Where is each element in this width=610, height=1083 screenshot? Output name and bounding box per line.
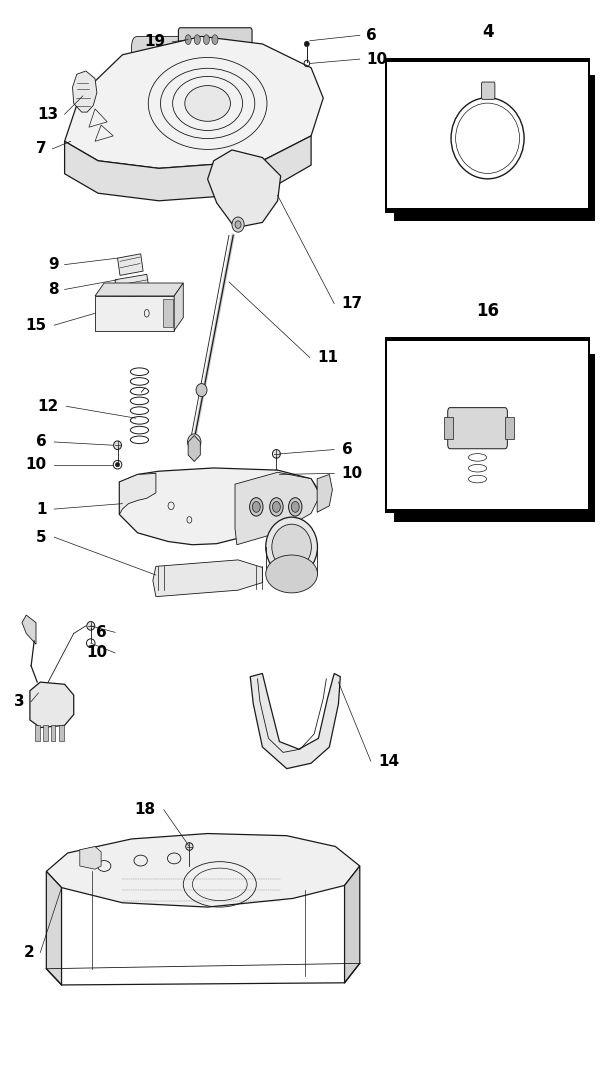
Polygon shape (22, 615, 36, 644)
Polygon shape (46, 872, 62, 984)
Ellipse shape (185, 843, 193, 850)
Ellipse shape (270, 498, 283, 517)
FancyBboxPatch shape (481, 82, 495, 100)
Bar (35, 726, 40, 741)
Bar (59, 726, 64, 741)
Text: 2: 2 (23, 945, 34, 960)
Bar (385, 58, 590, 212)
Text: 18: 18 (135, 803, 156, 818)
Ellipse shape (87, 622, 95, 630)
Ellipse shape (185, 86, 231, 121)
Polygon shape (153, 560, 262, 597)
Polygon shape (46, 834, 360, 908)
Text: 10: 10 (86, 645, 107, 661)
Ellipse shape (113, 441, 121, 449)
Ellipse shape (292, 501, 300, 512)
Ellipse shape (266, 518, 317, 576)
Text: 14: 14 (378, 754, 399, 769)
Polygon shape (120, 468, 320, 545)
Text: 16: 16 (476, 302, 499, 319)
Bar (444, 417, 453, 439)
FancyBboxPatch shape (178, 28, 252, 52)
Bar (387, 341, 588, 509)
Bar (505, 417, 514, 439)
Polygon shape (95, 283, 183, 296)
Ellipse shape (274, 472, 279, 477)
Ellipse shape (249, 498, 263, 517)
Bar (385, 337, 590, 513)
Polygon shape (317, 474, 332, 512)
Bar (163, 299, 173, 327)
Text: 10: 10 (366, 52, 387, 66)
Text: 19: 19 (144, 35, 165, 50)
Ellipse shape (289, 498, 302, 517)
FancyBboxPatch shape (132, 37, 198, 82)
Text: 3: 3 (15, 694, 25, 709)
Text: 6: 6 (96, 625, 107, 640)
Text: 8: 8 (48, 282, 59, 297)
Polygon shape (235, 472, 320, 545)
Text: 6: 6 (342, 442, 352, 457)
Bar (387, 63, 588, 208)
Polygon shape (250, 674, 340, 769)
Bar (43, 726, 48, 741)
Ellipse shape (196, 383, 207, 396)
Ellipse shape (266, 554, 317, 592)
Ellipse shape (272, 524, 311, 570)
Text: 6: 6 (35, 434, 46, 449)
Text: 10: 10 (25, 457, 46, 472)
Polygon shape (174, 283, 183, 330)
Text: 6: 6 (366, 28, 376, 43)
Ellipse shape (235, 221, 241, 229)
Ellipse shape (253, 501, 260, 512)
Ellipse shape (203, 35, 209, 44)
Polygon shape (65, 135, 311, 200)
Ellipse shape (115, 462, 120, 467)
Polygon shape (30, 682, 74, 728)
Ellipse shape (304, 41, 309, 47)
Polygon shape (95, 296, 174, 330)
Ellipse shape (273, 501, 281, 512)
Ellipse shape (187, 434, 201, 451)
Ellipse shape (185, 35, 191, 44)
Bar (395, 354, 595, 522)
Polygon shape (115, 274, 150, 299)
Ellipse shape (273, 449, 281, 458)
Polygon shape (188, 435, 200, 461)
Bar (51, 726, 56, 741)
Text: 13: 13 (37, 107, 59, 121)
Ellipse shape (232, 217, 244, 232)
Text: 4: 4 (482, 23, 493, 41)
FancyBboxPatch shape (448, 407, 508, 448)
Text: 10: 10 (342, 466, 362, 481)
Text: 1: 1 (36, 501, 46, 517)
Polygon shape (80, 847, 101, 870)
Text: 5: 5 (36, 530, 46, 545)
Polygon shape (345, 866, 360, 982)
Ellipse shape (212, 35, 218, 44)
Polygon shape (207, 149, 281, 227)
Text: 17: 17 (342, 296, 362, 311)
Polygon shape (65, 37, 323, 168)
Text: 12: 12 (37, 399, 59, 414)
Text: 7: 7 (36, 142, 46, 156)
Text: 9: 9 (48, 257, 59, 272)
Polygon shape (118, 253, 143, 275)
Text: 11: 11 (317, 350, 338, 365)
Polygon shape (73, 71, 97, 113)
Text: 15: 15 (25, 317, 46, 332)
Bar (395, 76, 595, 221)
Polygon shape (120, 473, 156, 514)
Ellipse shape (194, 35, 200, 44)
